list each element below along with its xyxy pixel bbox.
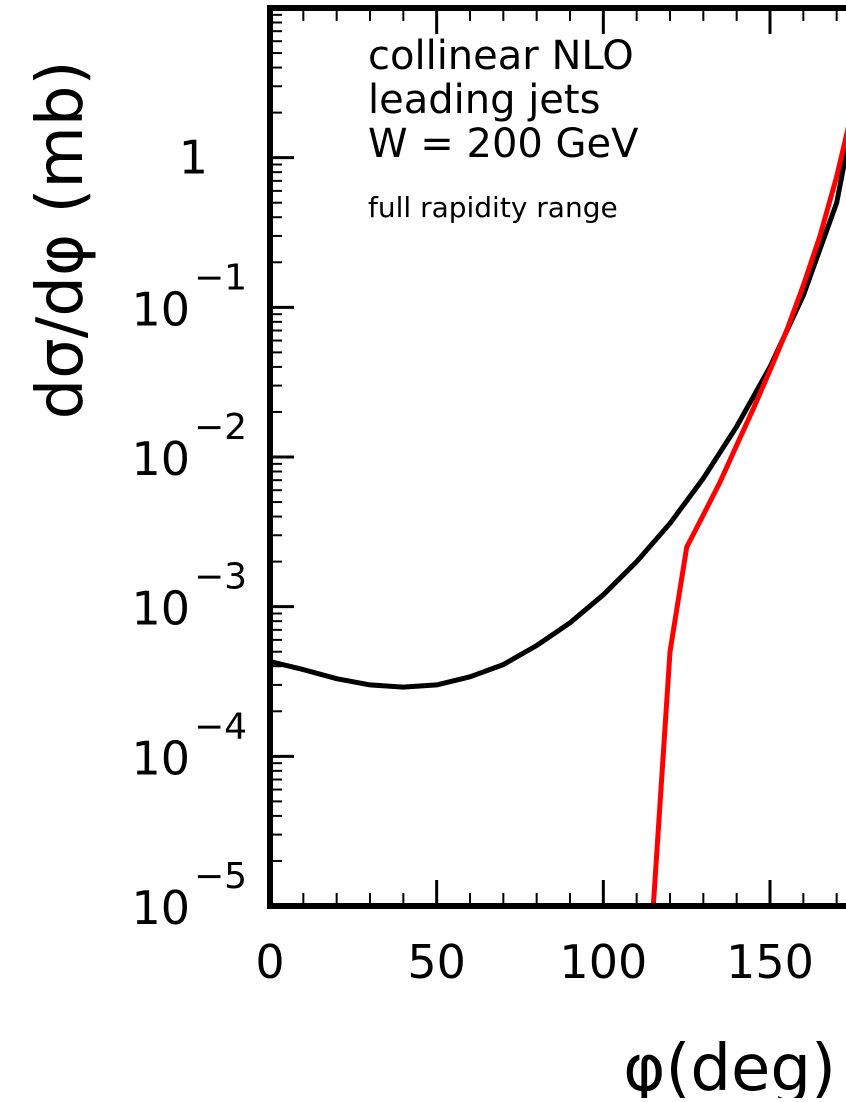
x-axis: 0 50 100 150: [255, 8, 838, 989]
y-tick-label-exponent: −4: [194, 706, 247, 747]
annotation-line-1: collinear NLO: [368, 33, 634, 79]
y-tick-label-base: 10: [131, 731, 190, 785]
annotation-line-3: W = 200 GeV: [368, 121, 639, 167]
x-axis-label: φ(deg): [623, 1032, 836, 1098]
series-layer: [269, 126, 846, 909]
x-tick-label: 150: [726, 935, 814, 989]
y-axis-label: dσ/dφ (mb): [24, 61, 98, 420]
y-tick-label-exponent: −5: [194, 856, 247, 897]
y-tick-label-base: 10: [131, 881, 190, 935]
x-tick-label: 0: [255, 935, 284, 989]
y-tick-label-base: 10: [131, 282, 190, 336]
y-tick-label-exponent: −3: [194, 557, 247, 598]
x-tick-label: 50: [407, 935, 466, 989]
y-tick-label-exponent: −2: [194, 407, 247, 448]
annotation-line-2: leading jets: [368, 77, 600, 123]
series-line-2: [270, 126, 846, 909]
y-tick-label-base: 10: [131, 432, 190, 486]
annotation-block: collinear NLO leading jets W = 200 GeV f…: [368, 33, 639, 224]
y-tick-label: 1: [179, 131, 208, 185]
y-tick-label-base: 10: [131, 582, 190, 636]
x-tick-label: 100: [559, 935, 647, 989]
y-axis: 110−110−210−310−410−5: [131, 131, 294, 935]
annotation-line-4: full rapidity range: [368, 191, 618, 224]
y-tick-label-exponent: −1: [194, 257, 247, 298]
